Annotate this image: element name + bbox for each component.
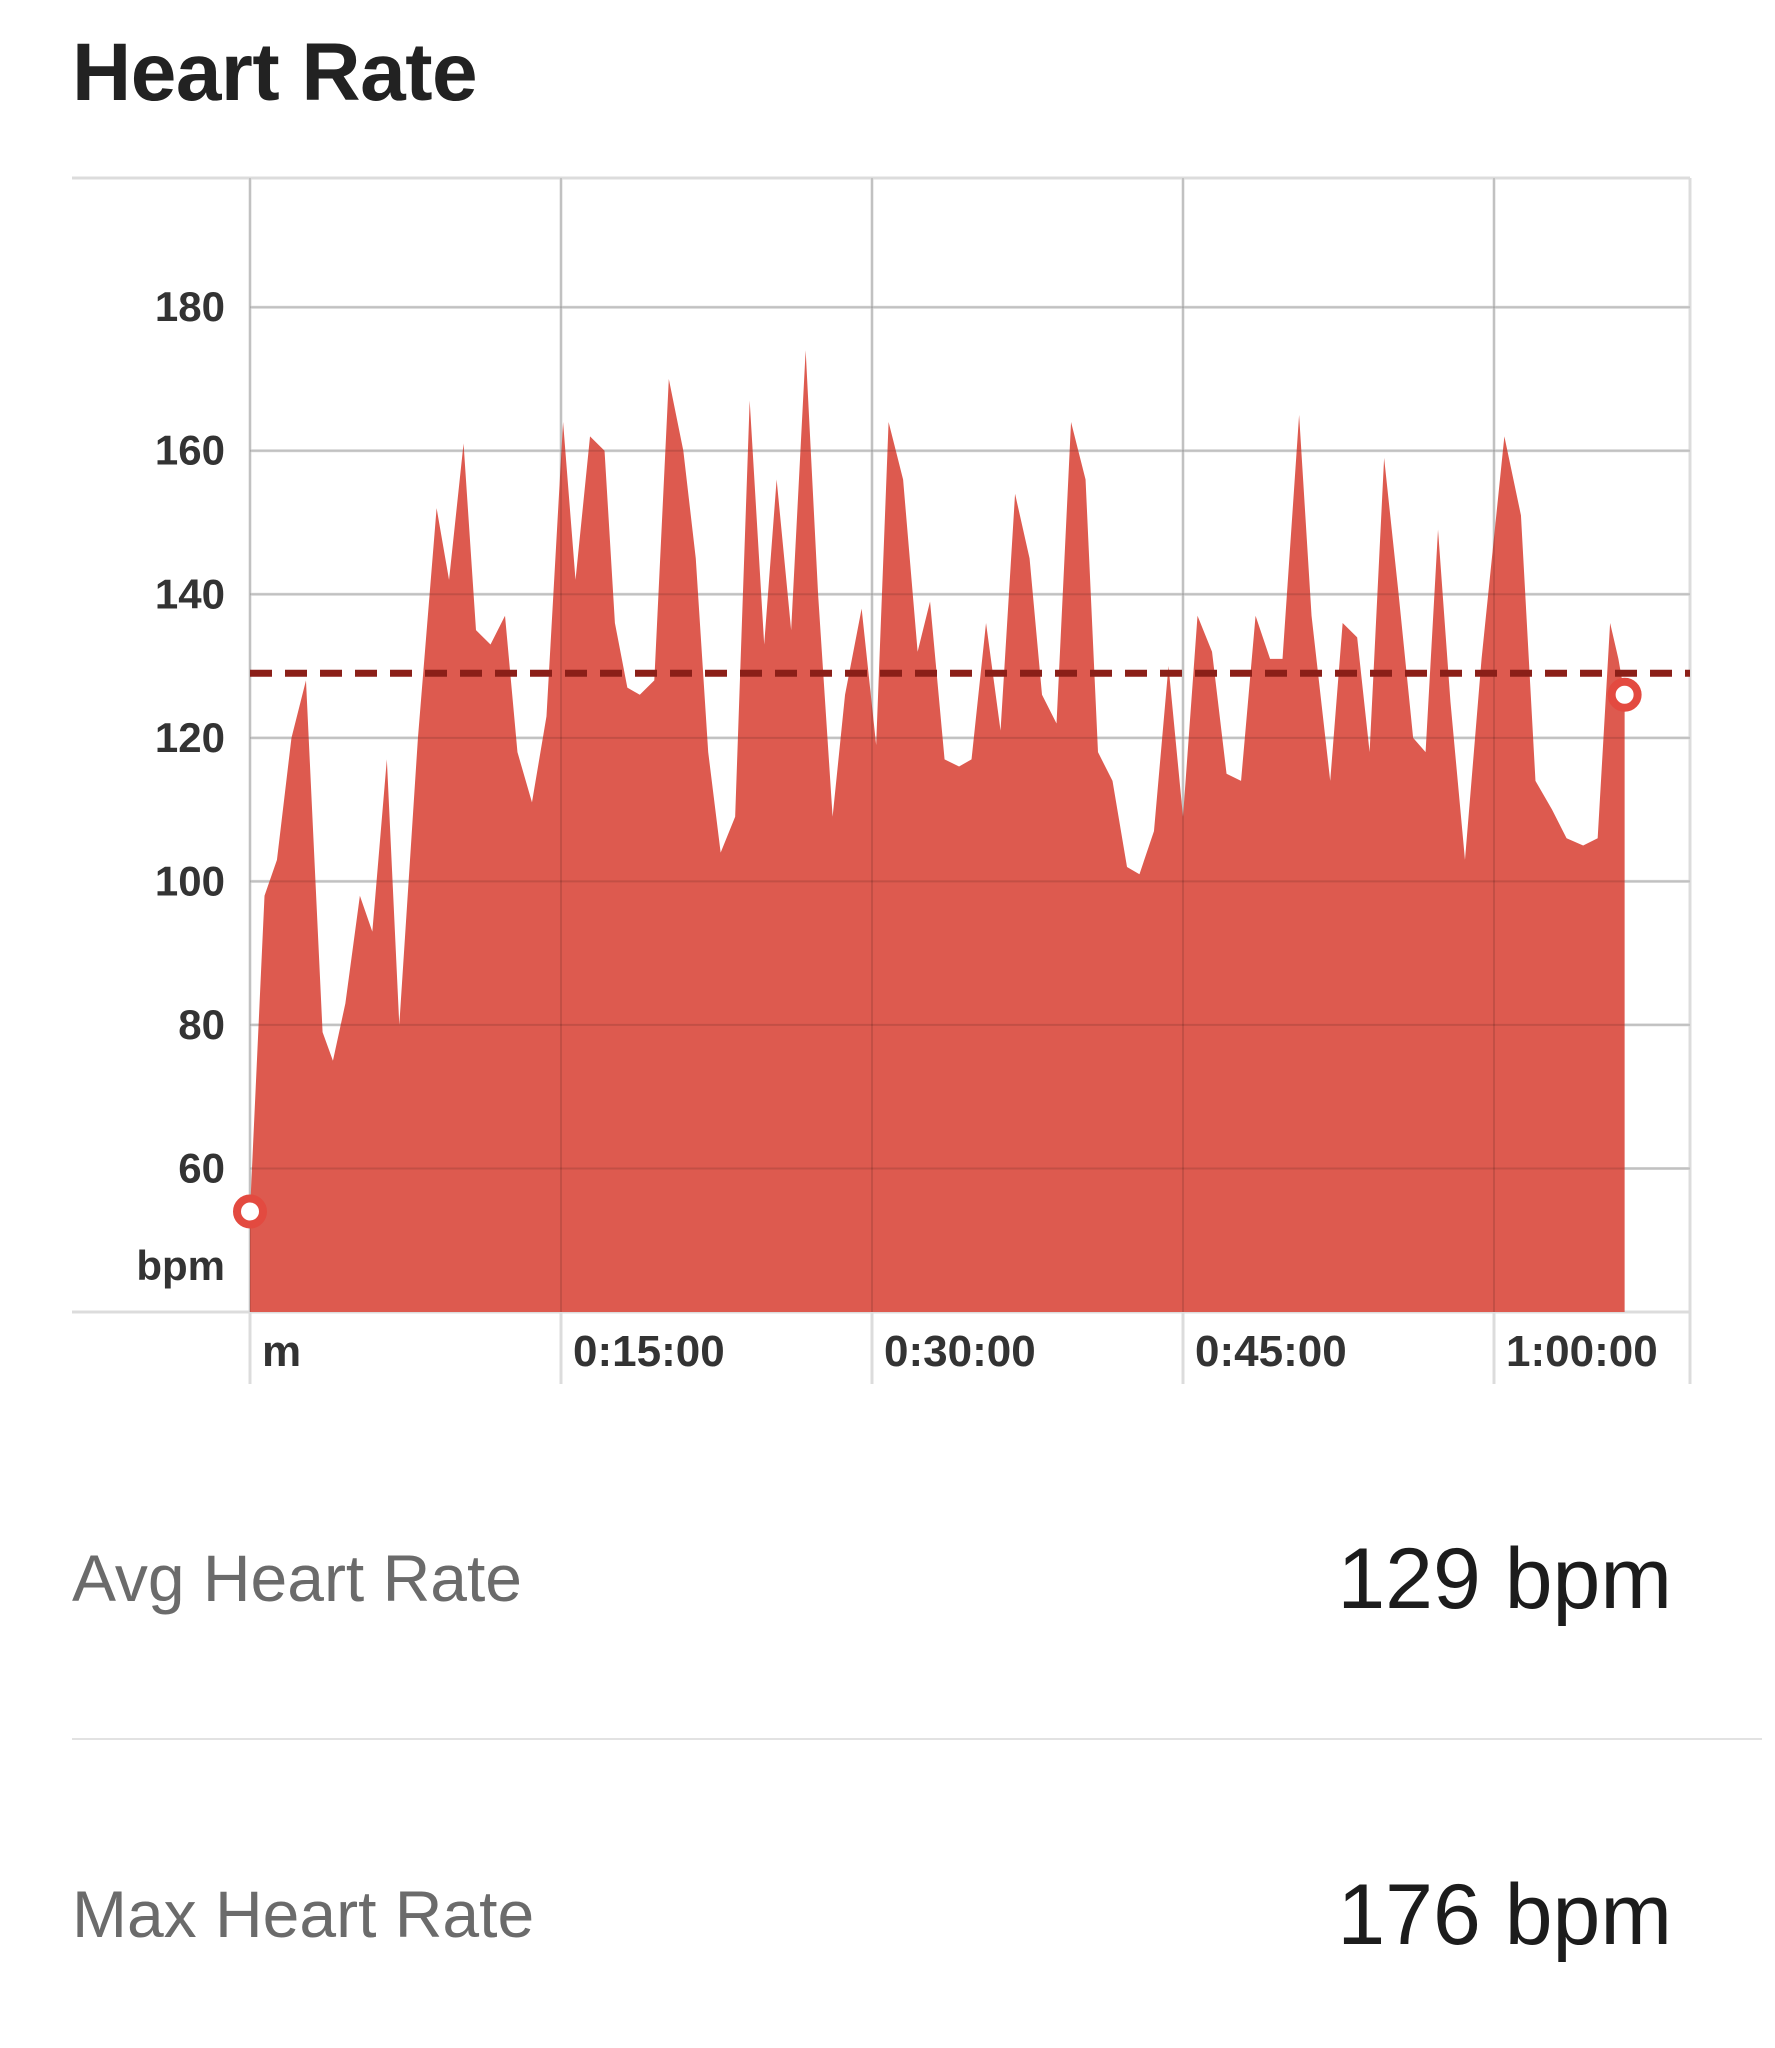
x-tick-label: 0:15:00 [573,1327,725,1376]
y-tick-label: 60 [178,1144,225,1191]
y-tick-label: 160 [155,427,225,474]
end-marker [1607,677,1642,712]
max-heart-rate-label: Max Heart Rate [72,1877,535,1951]
y-tick-label: 120 [155,714,225,761]
start-marker [233,1194,267,1229]
x-tick-label: 1:00:00 [1506,1327,1658,1376]
y-tick-label: 80 [178,1001,225,1048]
chart-area-layer [249,178,1690,1312]
chart-marker-layer [233,677,1642,1229]
max-heart-rate-value: 176 bpm [1337,1867,1672,1963]
y-tick-label: 180 [155,283,225,330]
stats-divider [72,1738,1762,1740]
avg-heart-rate-value: 129 bpm [1337,1531,1672,1627]
y-tick-label: 100 [155,857,225,904]
avg-heart-rate-row: Avg Heart Rate 129 bpm [72,1531,1672,1680]
y-tick-label: 140 [155,570,225,617]
x-tick-label: 0:45:00 [1195,1327,1347,1376]
avg-heart-rate-label: Avg Heart Rate [72,1541,523,1615]
heart-rate-area [250,350,1625,1312]
x-tick-label: m [262,1327,301,1376]
page-title: Heart Rate [72,27,478,118]
y-axis-unit-label: bpm [136,1242,225,1289]
x-tick-label: 0:30:00 [884,1327,1036,1376]
max-heart-rate-row: Max Heart Rate 176 bpm [72,1867,1672,2016]
